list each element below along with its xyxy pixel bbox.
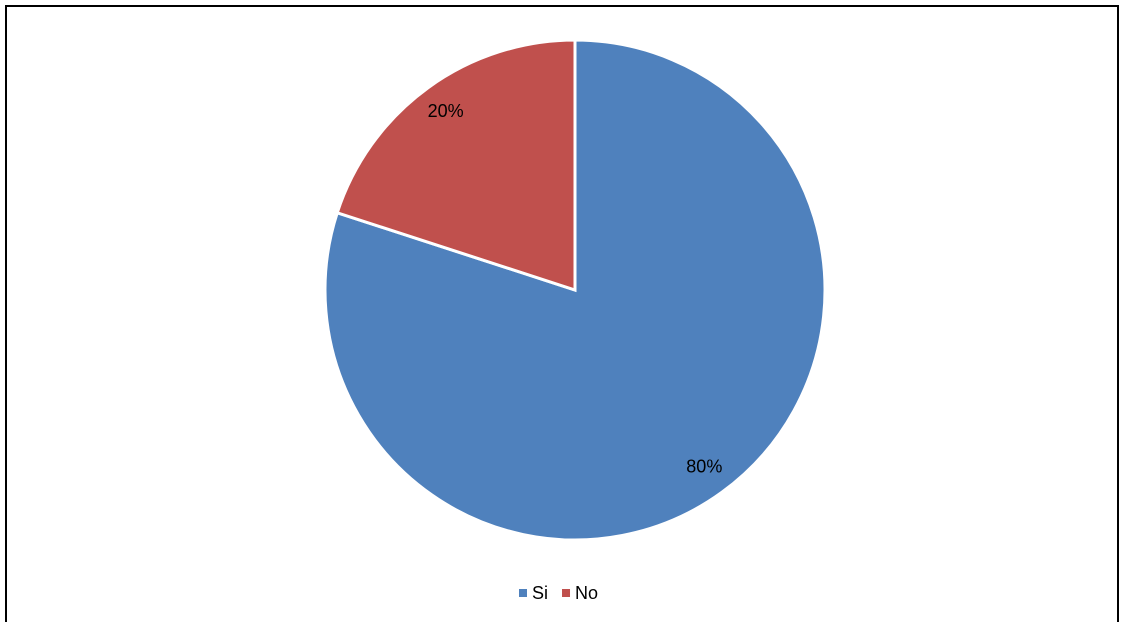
pie-slice (335, 38, 577, 293)
legend-swatch (519, 589, 527, 597)
legend-swatch (562, 589, 571, 597)
data-label: 20% (428, 101, 464, 121)
legend-label: No (575, 583, 598, 603)
data-label: 80% (686, 457, 722, 477)
legend-label: Si (532, 583, 548, 603)
